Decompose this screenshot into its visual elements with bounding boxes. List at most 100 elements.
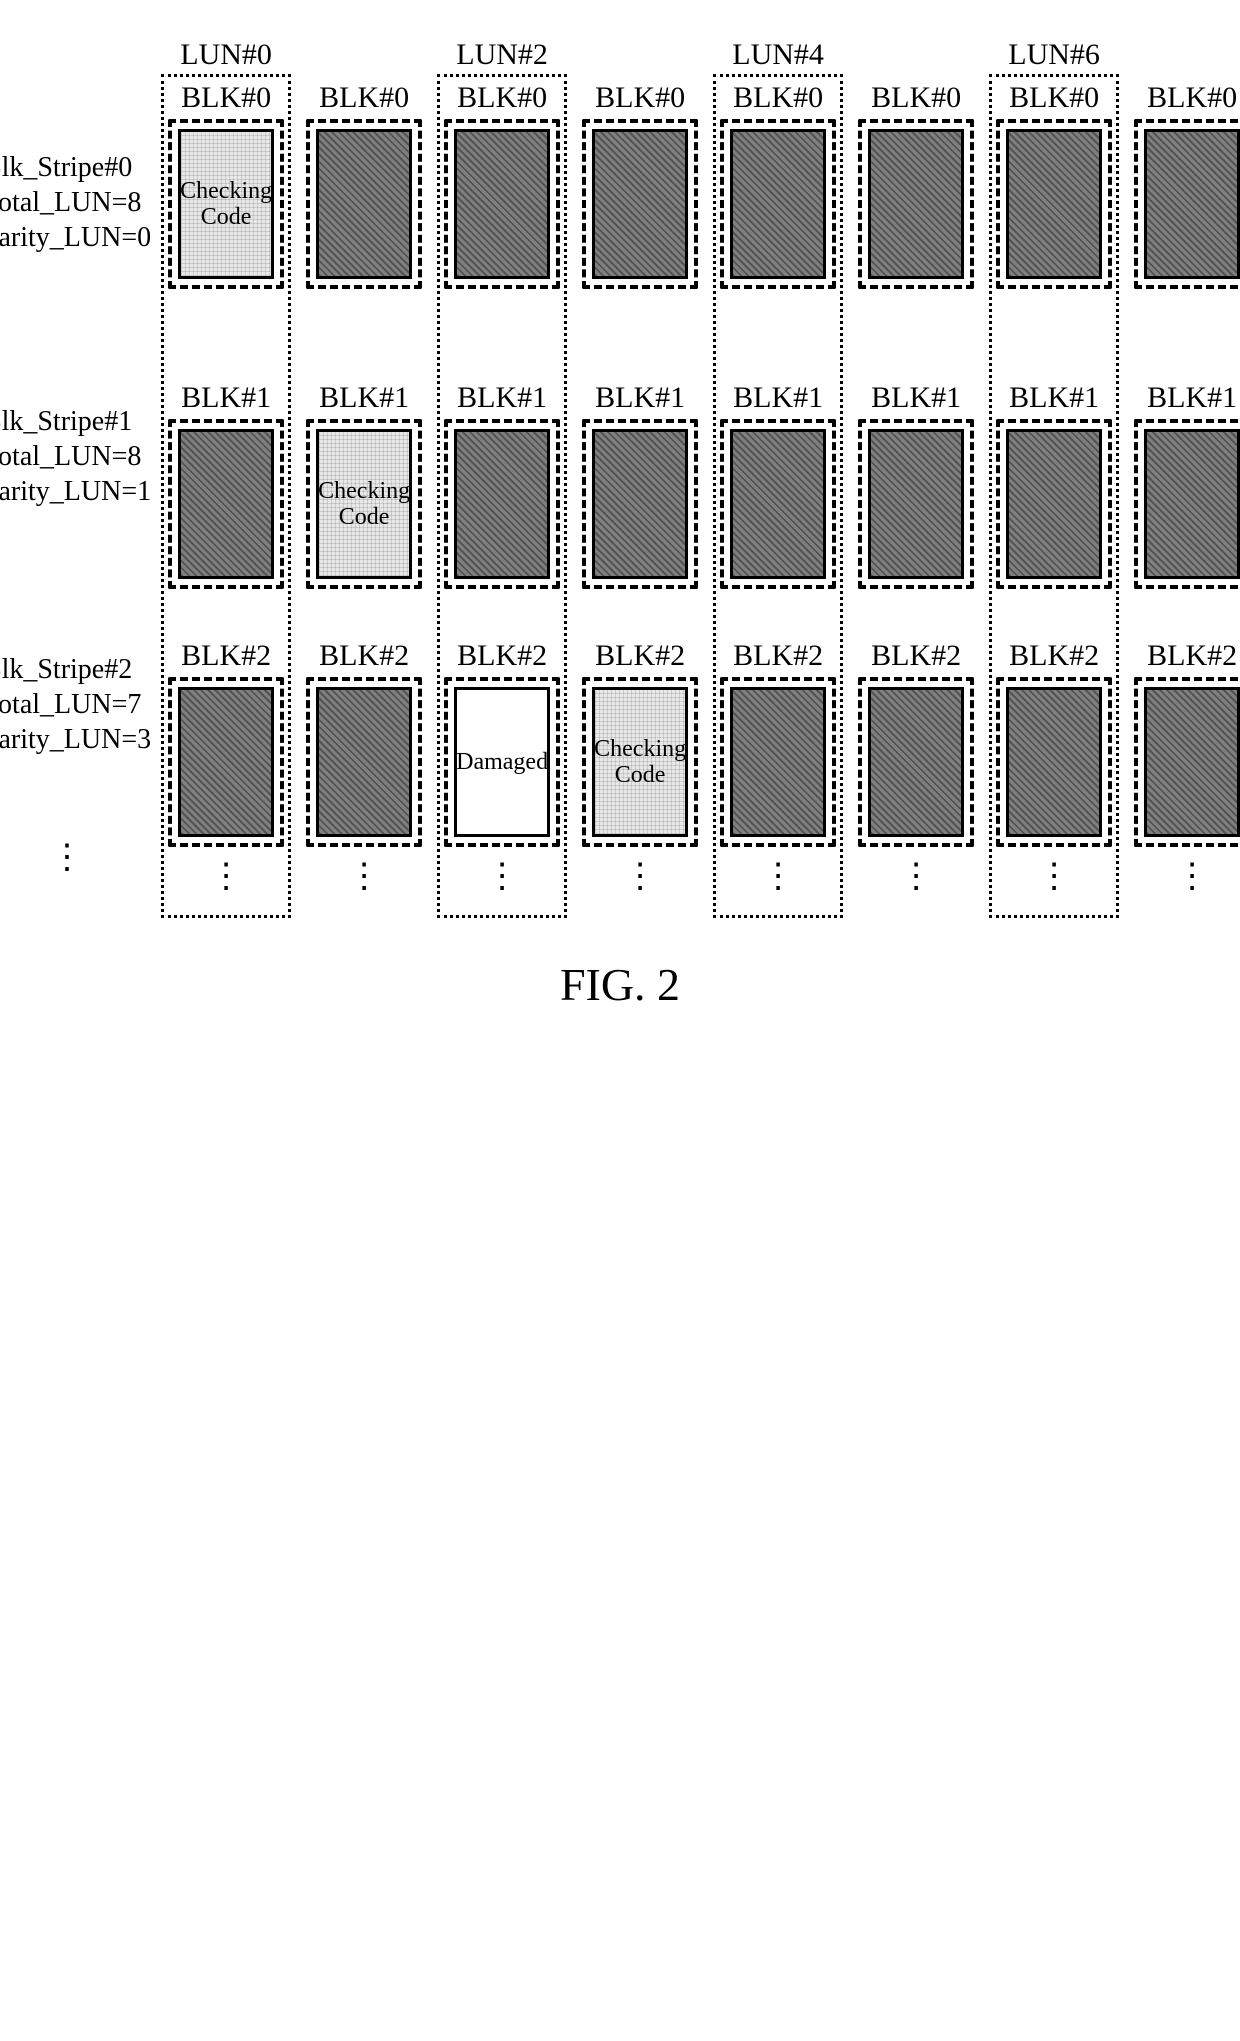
block-box <box>582 419 698 589</box>
checking-code-block: Checking Code <box>592 687 688 837</box>
block-box <box>720 419 836 589</box>
block-cell: BLK#2 <box>858 589 974 847</box>
stripe-label: Parity_LUN=1 <box>0 474 151 509</box>
block-box <box>444 119 560 289</box>
block-box <box>996 677 1112 847</box>
column-vdots: ⋮ <box>1134 847 1240 907</box>
block-box <box>306 119 422 289</box>
column-vdots: ⋮ <box>996 847 1112 907</box>
row-labels-column: Blk_Stripe#0Total_LUN=8Parity_LUN=0Blk_S… <box>0 30 151 888</box>
block-label: BLK#2 <box>457 639 547 673</box>
lun-column: LUN#6BLK#0BLK#1BLK#2⋮ <box>989 30 1119 918</box>
block-label: BLK#2 <box>319 639 409 673</box>
lun-header: LUN#0 <box>180 30 272 74</box>
block-box <box>1134 419 1240 589</box>
block-box <box>306 677 422 847</box>
block-label: BLK#2 <box>1147 639 1237 673</box>
lun-body: BLK#0 BLK#1Checking Code BLK#2 ⋮ <box>299 74 429 918</box>
lun-column: LUN#4 BLK#0 BLK#1 BLK#2 ⋮ <box>713 30 843 918</box>
lun-column: BLK#0 BLK#1Checking Code BLK#2 ⋮ <box>299 30 429 918</box>
block-box <box>996 419 1112 589</box>
data-block <box>1006 687 1102 837</box>
column-vdots: ⋮ <box>720 847 836 907</box>
row-labels-vdots: ⋮ <box>0 828 151 888</box>
data-block <box>1006 129 1102 279</box>
block-cell: BLK#2 <box>168 589 284 847</box>
block-label: BLK#1 <box>319 381 409 415</box>
column-vdots: ⋮ <box>168 847 284 907</box>
lun-header: LUN#4 <box>732 30 824 74</box>
block-box <box>720 119 836 289</box>
block-box <box>444 419 560 589</box>
block-cell: BLK#0Checking Code <box>168 81 284 331</box>
block-label: BLK#0 <box>1009 81 1099 115</box>
stripe-label: Blk_Stripe#2 <box>0 652 151 687</box>
stripe-label-group: Blk_Stripe#0Total_LUN=8Parity_LUN=0 <box>0 72 151 332</box>
block-cell: BLK#0 <box>858 81 974 331</box>
block-label: BLK#0 <box>319 81 409 115</box>
stripe-label: Total_LUN=8 <box>0 439 151 474</box>
block-cell: BLK#1 <box>858 331 974 589</box>
block-box <box>996 119 1112 289</box>
lun-body: BLK#0Checking CodeBLK#1BLK#2⋮ <box>161 74 291 918</box>
lun-body: BLK#0BLK#1BLK#2⋮ <box>989 74 1119 918</box>
stripe-label: Blk_Stripe#1 <box>0 404 151 439</box>
figure-caption: FIG. 2 <box>560 958 680 1011</box>
lun-body: BLK#0BLK#1BLK#2⋮ <box>851 74 981 918</box>
data-block <box>454 429 550 579</box>
block-box <box>858 419 974 589</box>
diagram-grid: Blk_Stripe#0Total_LUN=8Parity_LUN=0Blk_S… <box>0 30 1240 918</box>
data-block <box>1144 429 1240 579</box>
block-cell: BLK#1 <box>582 331 698 589</box>
block-label: BLK#2 <box>871 639 961 673</box>
block-cell: BLK#2 Damaged <box>444 589 560 847</box>
lun-column: BLK#0BLK#1BLK#2⋮ <box>851 30 981 918</box>
block-cell: BLK#0 <box>1134 81 1240 331</box>
block-label: BLK#1 <box>871 381 961 415</box>
block-box <box>582 119 698 289</box>
block-label: BLK#2 <box>1009 639 1099 673</box>
block-label: BLK#0 <box>1147 81 1237 115</box>
block-cell: BLK#1Checking Code <box>306 331 422 589</box>
block-label: BLK#0 <box>733 81 823 115</box>
block-cell: BLK#0 <box>444 81 560 331</box>
block-cell: BLK#0 <box>582 81 698 331</box>
data-block <box>1006 429 1102 579</box>
data-block <box>1144 129 1240 279</box>
data-block <box>868 129 964 279</box>
data-block <box>730 429 826 579</box>
block-label: BLK#0 <box>871 81 961 115</box>
block-cell: BLK#1 <box>444 331 560 589</box>
block-box: Checking Code <box>582 677 698 847</box>
block-cell: BLK#2 <box>996 589 1112 847</box>
block-cell: BLK#2Checking Code <box>582 589 698 847</box>
column-vdots: ⋮ <box>306 847 422 907</box>
lun-column: LUN#2BLK#0BLK#1BLK#2Damaged⋮ <box>437 30 567 918</box>
block-cell: BLK#2 <box>720 589 836 847</box>
stripe-label-group: Blk_Stripe#2Total_LUN=7Parity_LUN=3 <box>0 580 151 828</box>
block-cell: BLK#2 <box>306 589 422 847</box>
block-box <box>858 677 974 847</box>
block-box: Checking Code <box>168 119 284 289</box>
lun-header: LUN#2 <box>456 30 548 74</box>
block-label: BLK#2 <box>733 639 823 673</box>
lun-body: BLK#0BLK#1BLK#2⋮ <box>1127 74 1240 918</box>
data-block <box>1144 687 1240 837</box>
block-cell: BLK#0 <box>720 81 836 331</box>
lun-body: BLK#0BLK#1BLK#2Damaged⋮ <box>437 74 567 918</box>
data-block <box>592 429 688 579</box>
stripe-label: Blk_Stripe#0 <box>0 150 151 185</box>
column-vdots: ⋮ <box>582 847 698 907</box>
data-block <box>178 687 274 837</box>
block-label: BLK#1 <box>733 381 823 415</box>
lun-column: BLK#0 BLK#1 BLK#2Checking Code⋮ <box>575 30 705 918</box>
block-cell: BLK#0 <box>306 81 422 331</box>
block-box: Damaged <box>444 677 560 847</box>
lun-column: BLK#0BLK#1BLK#2⋮ <box>1127 30 1240 918</box>
data-block <box>178 429 274 579</box>
block-label: BLK#0 <box>457 81 547 115</box>
block-cell: BLK#1 <box>720 331 836 589</box>
block-cell: BLK#2 <box>1134 589 1240 847</box>
block-label: BLK#1 <box>595 381 685 415</box>
block-label: BLK#2 <box>181 639 271 673</box>
